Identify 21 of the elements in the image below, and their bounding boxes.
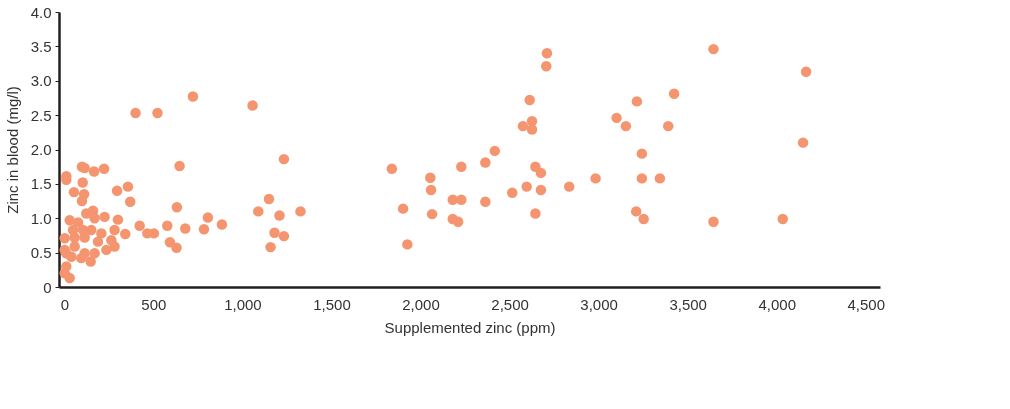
x-tick-label: 3,000 — [580, 295, 618, 313]
y-tick-label: 2.5 — [30, 106, 52, 124]
y-tick-label: 3.0 — [30, 72, 52, 90]
y-tick-label: 3.5 — [30, 37, 52, 55]
x-tick-label: 1,000 — [224, 295, 262, 313]
x-tick-label: 4,500 — [847, 295, 886, 313]
x-tick-label: 2,000 — [402, 295, 440, 313]
y-tick-label: 0 — [43, 278, 52, 296]
x-tick-label: 0 — [60, 295, 70, 313]
x-tick-label: 2,500 — [491, 295, 529, 313]
y-tick-label: 1.0 — [30, 209, 52, 227]
x-tick-label: 1,500 — [313, 295, 351, 313]
y-tick-label: 1.5 — [30, 175, 52, 193]
x-tick-label: 4,000 — [758, 295, 796, 313]
x-axis-title: Supplemented zinc (ppm) — [384, 318, 556, 336]
y-tick-label: 4.0 — [30, 3, 52, 21]
y-axis-title: Zinc in blood (mg/l) — [3, 86, 21, 214]
x-tick-label: 3,500 — [669, 295, 707, 313]
y-tick-label: 2.0 — [30, 141, 52, 158]
x-tick-label: 500 — [141, 295, 167, 313]
y-tick-label: 0.5 — [30, 244, 52, 262]
